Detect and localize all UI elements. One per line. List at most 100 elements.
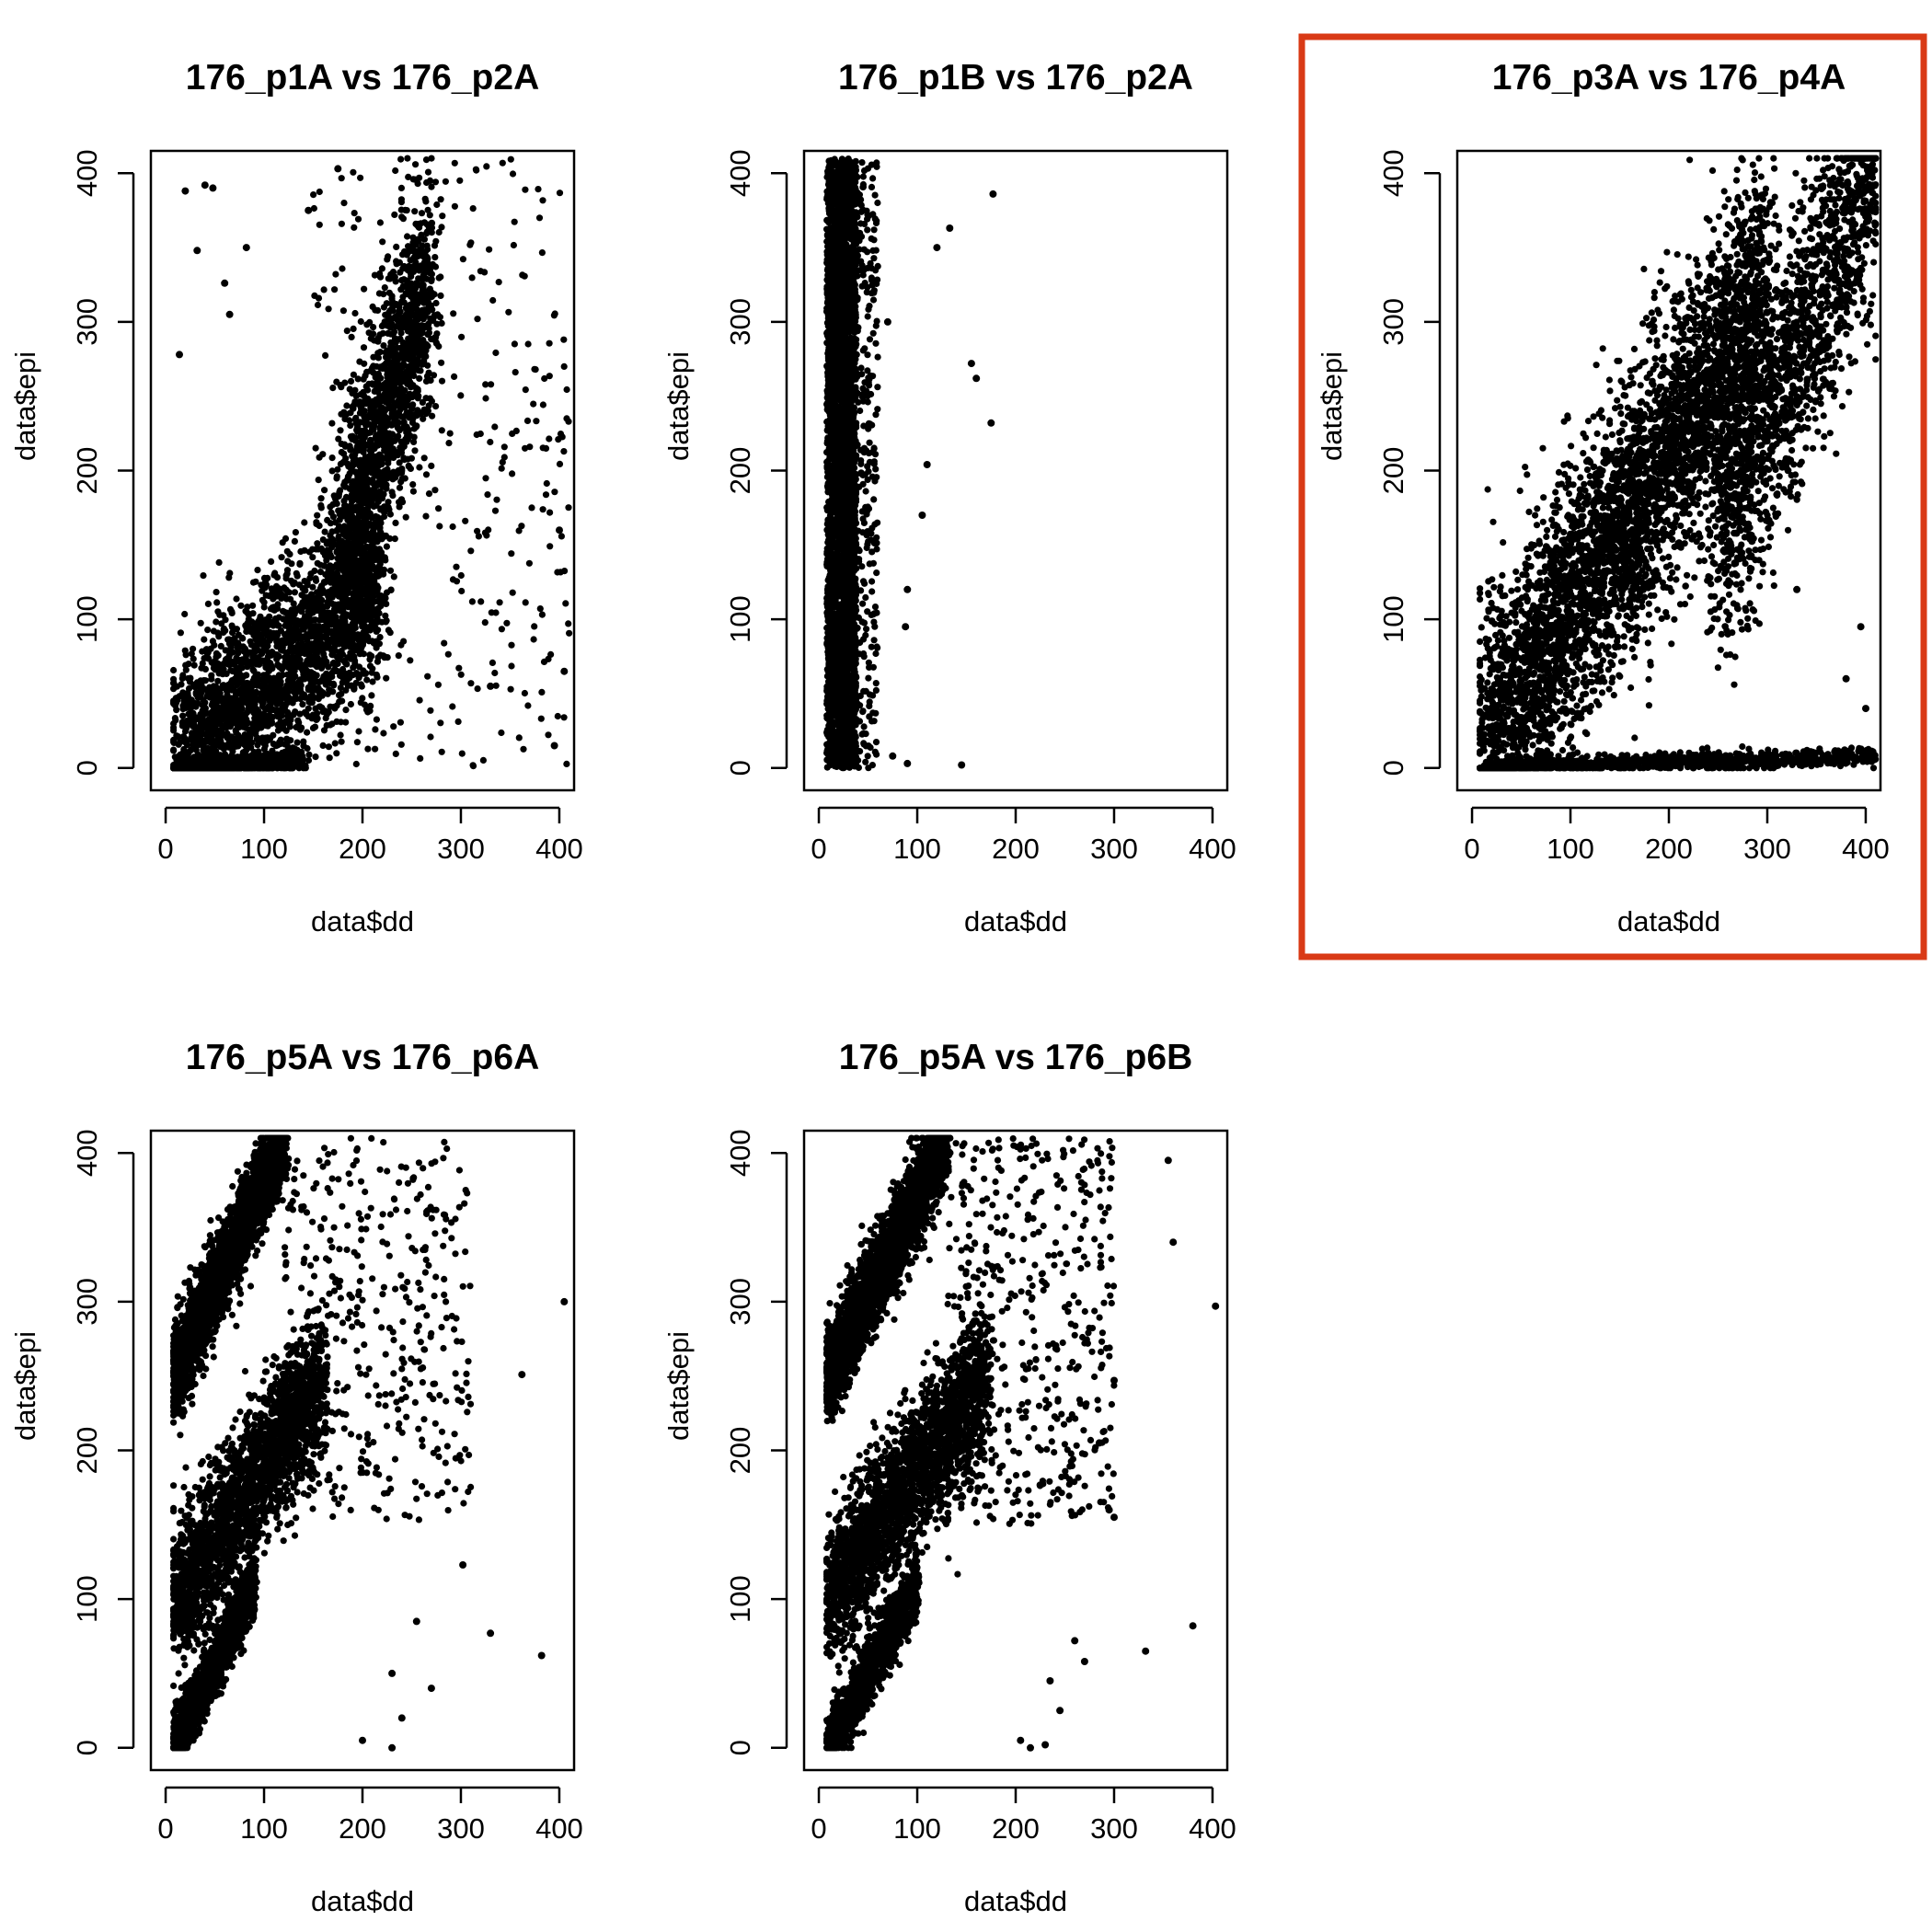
data-point (401, 456, 408, 463)
data-point (276, 663, 282, 670)
data-point (247, 744, 254, 751)
data-point (374, 613, 380, 619)
data-point (332, 635, 339, 641)
data-point (370, 540, 376, 546)
data-point (363, 707, 370, 713)
data-point (376, 640, 383, 647)
data-point (540, 506, 546, 512)
data-point (188, 706, 194, 712)
data-point (342, 443, 349, 450)
data-point (501, 443, 508, 450)
data-point (314, 512, 320, 519)
data-point (322, 625, 328, 631)
data-point (305, 686, 312, 693)
data-point (436, 275, 443, 282)
data-point (500, 160, 506, 167)
data-point (209, 660, 215, 666)
data-point (331, 541, 338, 547)
data-point (474, 316, 480, 322)
data-point (380, 730, 386, 736)
data-point (226, 716, 233, 722)
data-point (451, 374, 457, 380)
data-point (385, 360, 392, 366)
data-point (362, 624, 369, 630)
data-point (279, 554, 285, 560)
data-point (374, 717, 380, 723)
data-point (501, 454, 508, 460)
data-point (438, 360, 444, 366)
data-point (328, 528, 335, 535)
data-point (338, 731, 344, 738)
data-point (303, 711, 309, 718)
data-point (435, 505, 442, 512)
data-point (393, 751, 399, 757)
data-point (341, 511, 348, 517)
data-point (555, 713, 561, 719)
data-point (535, 186, 541, 192)
data-point (352, 504, 359, 511)
data-point (213, 689, 219, 696)
data-point (263, 581, 270, 588)
data-point (397, 270, 403, 276)
data-point (460, 256, 466, 262)
data-point (320, 742, 327, 749)
data-point (510, 170, 516, 177)
data-point (379, 460, 385, 466)
data-point (294, 740, 301, 746)
data-point (331, 286, 338, 293)
data-point (412, 161, 419, 167)
data-point (432, 334, 439, 340)
data-point (330, 660, 337, 666)
data-point (420, 358, 427, 364)
data-point (355, 216, 362, 223)
data-point (522, 690, 528, 696)
data-point (226, 647, 233, 653)
data-point (439, 427, 445, 433)
data-points (170, 155, 572, 772)
data-point (305, 594, 311, 601)
data-point (245, 755, 251, 762)
data-point (201, 655, 207, 661)
data-point (462, 518, 468, 524)
data-point (438, 196, 444, 202)
data-point (428, 184, 434, 190)
data-point (557, 190, 563, 196)
data-point (537, 605, 544, 612)
data-point (427, 212, 433, 218)
data-point (360, 629, 366, 636)
data-point (395, 336, 401, 342)
data-point (414, 248, 420, 255)
data-point (294, 759, 301, 765)
data-point (377, 489, 384, 495)
panel-title: 176_p1A vs 176_p2A (186, 58, 539, 98)
data-point (420, 399, 426, 406)
data-point (208, 676, 214, 683)
data-point (362, 637, 368, 643)
data-point (420, 276, 426, 282)
data-point (428, 463, 434, 469)
data-point (179, 672, 186, 678)
data-point (261, 599, 268, 605)
data-point (401, 323, 408, 329)
data-point (330, 704, 337, 710)
data-point (372, 726, 378, 732)
data-point (445, 651, 452, 658)
data-point (395, 425, 401, 431)
data-point (170, 667, 177, 673)
data-point (384, 544, 390, 550)
data-point (339, 666, 346, 673)
data-point (348, 495, 354, 501)
data-point (398, 213, 405, 220)
data-point (234, 626, 240, 632)
data-point (179, 713, 186, 719)
data-point (190, 682, 197, 688)
data-point (404, 155, 410, 162)
data-point (353, 761, 360, 767)
data-point (283, 728, 290, 734)
data-point (274, 601, 281, 607)
data-point (198, 665, 204, 672)
data-point (362, 559, 368, 566)
data-point (348, 701, 354, 707)
data-point (243, 648, 249, 654)
data-point (245, 719, 251, 726)
